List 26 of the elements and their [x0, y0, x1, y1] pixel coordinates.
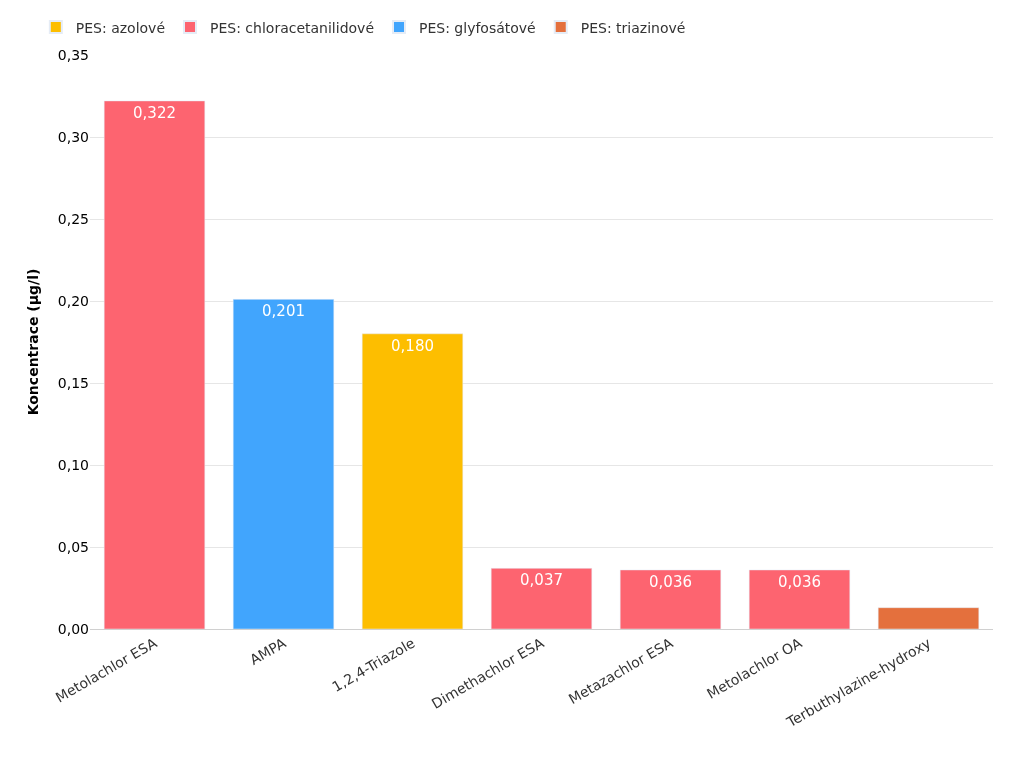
bar [103, 100, 206, 629]
y-tick-label: 0,30 [57, 128, 89, 145]
y-tick-label: 0,00 [57, 620, 89, 637]
y-axis-title: Koncentrace (µg/l) [25, 268, 42, 416]
data-label: 0,036 [778, 572, 821, 591]
y-tick-label: 0,05 [57, 538, 89, 555]
bar [877, 607, 980, 629]
data-label: 0,322 [133, 103, 176, 122]
legend-label: PES: triazinové [580, 19, 686, 36]
data-label: 0,201 [262, 302, 305, 321]
bar [361, 333, 464, 629]
y-tick-label: 0,35 [57, 46, 89, 63]
bar [619, 569, 722, 629]
bar [232, 299, 335, 629]
y-tick-label: 0,10 [57, 456, 89, 473]
data-label: 0,037 [520, 571, 563, 590]
bar [748, 569, 851, 629]
bar [490, 568, 593, 629]
y-tick-label: 0,15 [57, 374, 89, 391]
data-label: 0,036 [649, 572, 692, 591]
legend-label: PES: chloracetanilidové [210, 19, 375, 36]
data-label: 0,180 [391, 336, 434, 355]
legend-label: PES: glyfosátové [419, 19, 536, 36]
y-tick-label: 0,20 [57, 292, 89, 309]
legend-label: PES: azolové [75, 19, 166, 36]
y-tick-label: 0,25 [57, 210, 89, 227]
